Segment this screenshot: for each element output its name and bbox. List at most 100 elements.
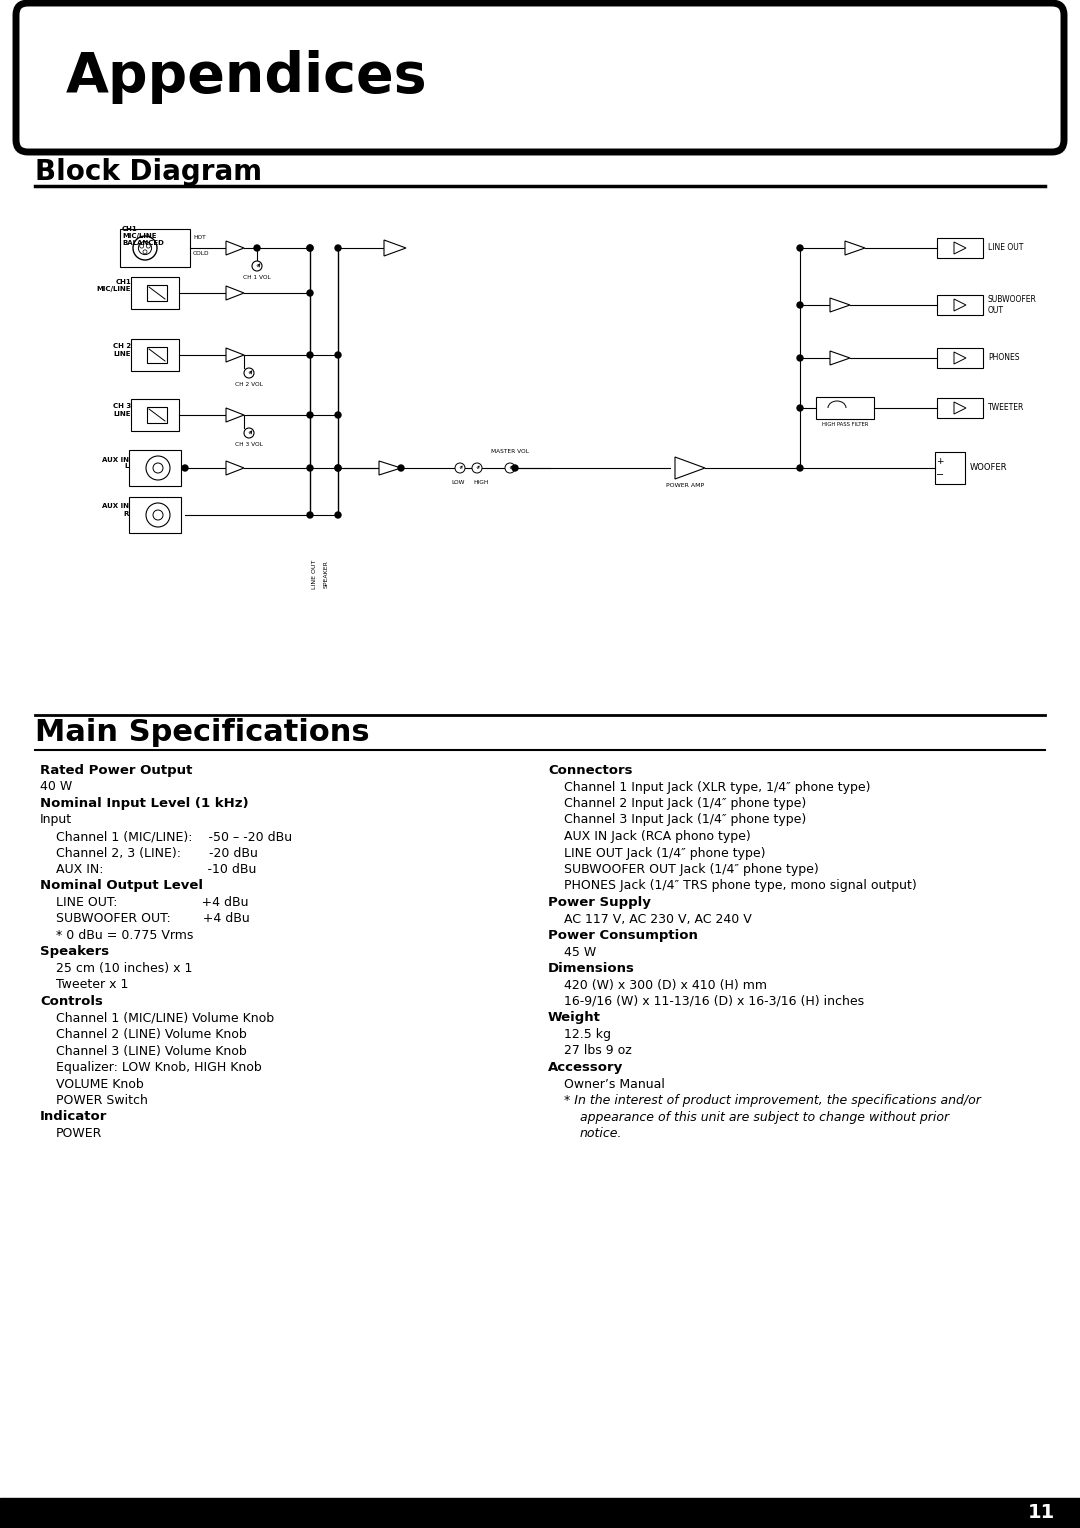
Text: * In the interest of product improvement, the specifications and/or: * In the interest of product improvement… (564, 1094, 981, 1106)
Circle shape (797, 303, 804, 309)
Polygon shape (954, 299, 966, 312)
Text: AUX IN:                          -10 dBu: AUX IN: -10 dBu (56, 863, 256, 876)
Text: COLD: COLD (193, 251, 210, 257)
Bar (131, 277, 179, 309)
Text: Power Consumption: Power Consumption (548, 929, 698, 941)
Text: AUX IN Jack (RCA phono type): AUX IN Jack (RCA phono type) (564, 830, 751, 843)
Circle shape (139, 244, 144, 248)
Circle shape (307, 290, 313, 296)
Text: SUBWOOFER OUT Jack (1/4″ phone type): SUBWOOFER OUT Jack (1/4″ phone type) (564, 863, 819, 876)
Text: PHONES Jack (1/4″ TRS phone type, mono signal output): PHONES Jack (1/4″ TRS phone type, mono s… (564, 880, 917, 892)
Polygon shape (226, 461, 244, 475)
Circle shape (146, 244, 150, 248)
Circle shape (244, 428, 254, 439)
Text: +: + (936, 457, 944, 466)
FancyBboxPatch shape (16, 3, 1064, 151)
Circle shape (138, 241, 151, 255)
Text: Power Supply: Power Supply (548, 895, 651, 909)
Text: CH1
MIC/LINE: CH1 MIC/LINE (96, 278, 131, 292)
Text: CH 2
LINE: CH 2 LINE (113, 344, 131, 356)
Circle shape (797, 354, 804, 361)
Polygon shape (831, 351, 850, 365)
Text: CH 1 VOL: CH 1 VOL (243, 275, 271, 280)
Circle shape (335, 351, 341, 358)
Text: LINE OUT:                     +4 dBu: LINE OUT: +4 dBu (56, 895, 248, 909)
Circle shape (307, 465, 313, 471)
Polygon shape (675, 457, 705, 478)
Text: −: − (936, 471, 944, 480)
Text: CH 3
LINE: CH 3 LINE (112, 403, 131, 417)
Text: Accessory: Accessory (548, 1060, 623, 1074)
Text: CH1
MIC/LINE
BALANCED: CH1 MIC/LINE BALANCED (122, 226, 164, 246)
Circle shape (153, 510, 163, 520)
Text: Indicator: Indicator (40, 1111, 107, 1123)
Polygon shape (845, 241, 865, 255)
Text: Block Diagram: Block Diagram (35, 157, 262, 186)
Text: Channel 3 Input Jack (1/4″ phone type): Channel 3 Input Jack (1/4″ phone type) (564, 813, 807, 827)
Text: SUBWOOFER
OUT: SUBWOOFER OUT (988, 295, 1037, 315)
Circle shape (146, 503, 170, 527)
Bar (147, 286, 167, 301)
Text: Equalizer: LOW Knob, HIGH Knob: Equalizer: LOW Knob, HIGH Knob (56, 1060, 261, 1074)
Text: POWER AMP: POWER AMP (666, 483, 704, 487)
Text: Channel 3 (LINE) Volume Knob: Channel 3 (LINE) Volume Knob (56, 1045, 246, 1057)
Bar (816, 397, 874, 419)
Text: 12.5 kg: 12.5 kg (564, 1028, 611, 1041)
Circle shape (335, 512, 341, 518)
Polygon shape (226, 408, 244, 422)
Text: 11: 11 (1028, 1504, 1055, 1522)
Circle shape (146, 455, 170, 480)
Circle shape (143, 251, 147, 254)
Text: 420 (W) x 300 (D) x 410 (H) mm: 420 (W) x 300 (D) x 410 (H) mm (564, 978, 767, 992)
Bar (120, 229, 190, 267)
Text: VOLUME Knob: VOLUME Knob (56, 1077, 144, 1091)
Bar (937, 348, 983, 368)
Text: Channel 1 Input Jack (XLR type, 1/4″ phone type): Channel 1 Input Jack (XLR type, 1/4″ pho… (564, 781, 870, 793)
Text: Channel 2, 3 (LINE):       -20 dBu: Channel 2, 3 (LINE): -20 dBu (56, 847, 258, 859)
Text: Connectors: Connectors (548, 764, 633, 778)
Circle shape (335, 413, 341, 419)
Text: Main Specifications: Main Specifications (35, 718, 369, 747)
Text: SUBWOOFER OUT:        +4 dBu: SUBWOOFER OUT: +4 dBu (56, 912, 249, 926)
Text: LINE OUT Jack (1/4″ phone type): LINE OUT Jack (1/4″ phone type) (564, 847, 766, 859)
Polygon shape (226, 241, 244, 255)
Text: HOT: HOT (193, 235, 205, 240)
Circle shape (335, 465, 341, 471)
Circle shape (183, 465, 188, 471)
Text: TWEETER: TWEETER (988, 403, 1024, 413)
Text: AUX IN
L: AUX IN L (102, 457, 129, 469)
Circle shape (797, 244, 804, 251)
Circle shape (244, 368, 254, 377)
Text: HIGH PASS FILTER: HIGH PASS FILTER (822, 422, 868, 426)
Circle shape (133, 235, 157, 260)
Text: PHONES: PHONES (988, 353, 1020, 362)
Bar (937, 295, 983, 315)
Circle shape (399, 465, 404, 471)
Circle shape (455, 463, 465, 474)
Circle shape (307, 413, 313, 419)
Bar (147, 347, 167, 364)
Circle shape (307, 351, 313, 358)
Circle shape (307, 244, 313, 251)
Circle shape (153, 463, 163, 474)
Text: CH 3 VOL: CH 3 VOL (235, 442, 262, 448)
Text: Input: Input (40, 813, 72, 827)
Polygon shape (226, 348, 244, 362)
Text: LOW: LOW (451, 480, 464, 484)
Polygon shape (379, 461, 401, 475)
Circle shape (307, 512, 313, 518)
Bar (131, 399, 179, 431)
Text: Nominal Output Level: Nominal Output Level (40, 880, 203, 892)
Polygon shape (831, 298, 850, 312)
Bar (937, 397, 983, 419)
Text: Channel 2 (LINE) Volume Knob: Channel 2 (LINE) Volume Knob (56, 1028, 246, 1041)
Text: Channel 2 Input Jack (1/4″ phone type): Channel 2 Input Jack (1/4″ phone type) (564, 798, 807, 810)
Text: LINE OUT: LINE OUT (988, 243, 1024, 252)
Bar (131, 339, 179, 371)
Text: Dimensions: Dimensions (548, 963, 635, 975)
Text: 27 lbs 9 oz: 27 lbs 9 oz (564, 1045, 632, 1057)
Text: POWER Switch: POWER Switch (56, 1094, 148, 1106)
Text: HIGH: HIGH (473, 480, 488, 484)
Text: 40 W: 40 W (40, 781, 72, 793)
Bar (937, 238, 983, 258)
